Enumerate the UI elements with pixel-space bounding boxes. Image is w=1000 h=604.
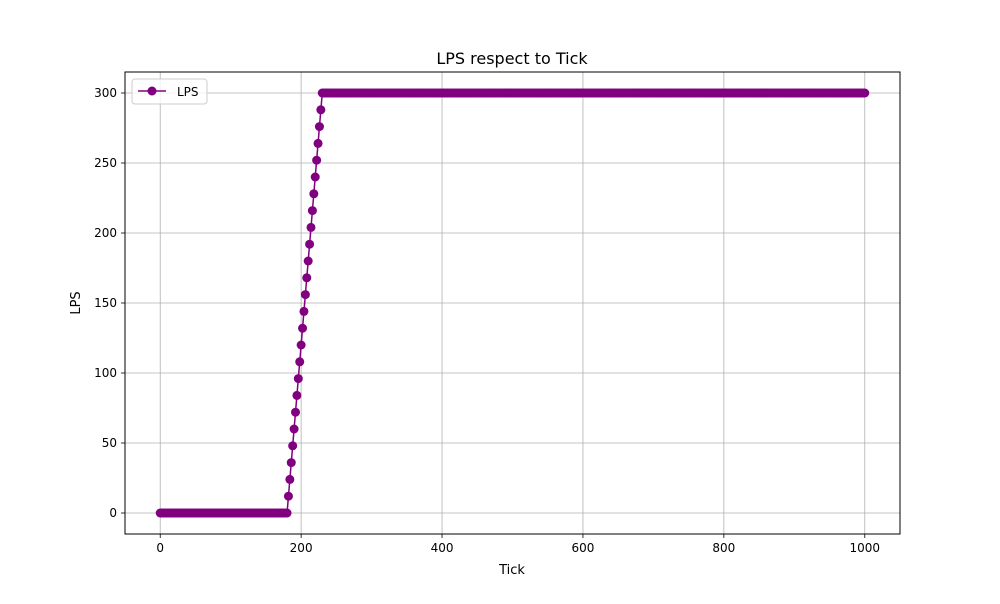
data-point (295, 357, 305, 367)
x-tick-label: 600 (572, 541, 595, 555)
legend-dot-marker (147, 86, 157, 96)
data-point (305, 239, 315, 249)
data-point (293, 374, 303, 384)
data-point (303, 256, 313, 266)
data-point (313, 138, 323, 148)
x-tick-label: 200 (290, 541, 313, 555)
data-point (299, 306, 309, 316)
data-point (310, 172, 320, 182)
data-point (298, 323, 308, 333)
data-point (300, 290, 310, 300)
data-point (860, 88, 870, 98)
data-point (316, 105, 326, 115)
chart-title: LPS respect to Tick (436, 49, 588, 68)
data-point (282, 508, 292, 518)
data-point (312, 155, 322, 165)
y-tick-label: 100 (94, 366, 117, 380)
data-point (292, 390, 302, 400)
series-layer (155, 88, 870, 518)
data-point (288, 441, 298, 451)
data-point (307, 206, 317, 216)
legend-frame (131, 78, 208, 105)
x-axis-ticks: 0 200 400 600 800 1000 (156, 534, 880, 555)
data-point (306, 222, 316, 232)
data-point (289, 424, 299, 434)
x-tick-label: 1000 (849, 541, 880, 555)
x-tick-label: 800 (712, 541, 735, 555)
x-tick-label: 400 (431, 541, 454, 555)
legend: LPS (131, 78, 208, 105)
y-axis-label: LPS (69, 291, 84, 314)
data-point (296, 340, 306, 350)
x-axis-label: Tick (498, 563, 525, 578)
data-point (291, 407, 300, 417)
data-point (286, 458, 296, 468)
y-tick-label: 150 (94, 296, 117, 310)
data-point (283, 491, 293, 501)
data-point (302, 273, 312, 283)
y-tick-label: 0 (109, 506, 117, 520)
y-tick-label: 250 (94, 156, 117, 170)
y-tick-label: 50 (102, 436, 117, 450)
x-tick-label: 0 (156, 541, 164, 555)
data-point (309, 189, 319, 199)
y-tick-label: 200 (94, 226, 117, 240)
data-point (285, 474, 295, 484)
y-tick-label: 300 (94, 86, 117, 100)
grid-lines (125, 72, 900, 534)
data-point (314, 122, 324, 132)
y-axis-ticks: 0 50 100 150 200 250 300 (94, 86, 125, 520)
legend-label-lps: LPS (177, 85, 199, 99)
